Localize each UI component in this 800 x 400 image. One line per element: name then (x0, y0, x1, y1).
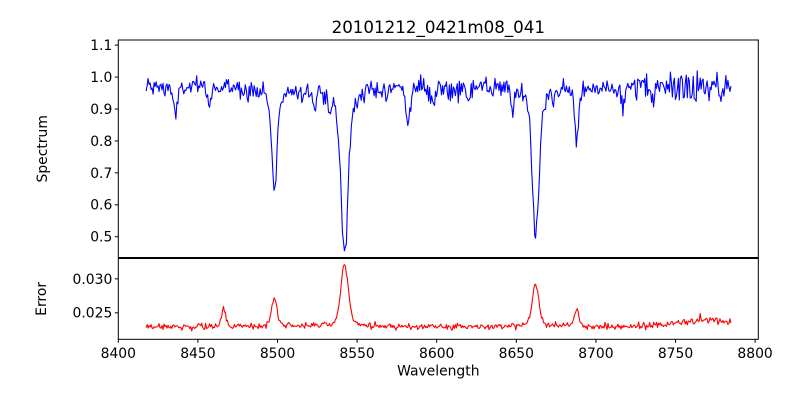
x-tick-label: 8650 (499, 346, 534, 362)
error-y-axis-label: Error (34, 282, 50, 316)
spectrum-y-tick-label: 1.1 (90, 38, 112, 54)
x-tick-label: 8450 (180, 346, 215, 362)
spectrum-y-axis-label: Spectrum (35, 115, 51, 182)
spectrum-y-tick-label: 0.5 (90, 230, 112, 246)
x-tick-label: 8800 (737, 346, 772, 362)
wavelength-x-axis-label: Wavelength (397, 364, 479, 380)
spectrum-axes-box (117, 39, 759, 258)
spectrum-y-tick-label: 0.9 (90, 102, 112, 118)
spectrum-series-line (145, 70, 732, 252)
error-y-tick-label: 0.025 (73, 306, 113, 322)
x-tick-label: 8700 (578, 346, 613, 362)
error-y-tick-label: 0.030 (73, 272, 113, 288)
error-axes-box (117, 258, 759, 340)
x-tick-label: 8400 (101, 346, 136, 362)
chart-generated-layer: 0.5 0.6 0.7 0.8 0.9 1.0 1.1 0.025 0.030 8400 8450 8… (73, 38, 773, 362)
x-tick-label: 8550 (339, 346, 374, 362)
x-tick-label: 8500 (260, 346, 295, 362)
x-tick-label: 8600 (419, 346, 454, 362)
spectrum-y-tick-label: 0.8 (90, 134, 112, 150)
spectrum-y-tick-label: 0.6 (90, 198, 112, 214)
spectrum-y-tick-label: 0.7 (90, 166, 112, 182)
error-series-line (145, 264, 732, 332)
spectrum-y-tick-label: 1.0 (90, 70, 112, 86)
chart-title: 20101212_0421m08_041 (332, 17, 545, 38)
x-tick-label: 8750 (658, 346, 693, 362)
